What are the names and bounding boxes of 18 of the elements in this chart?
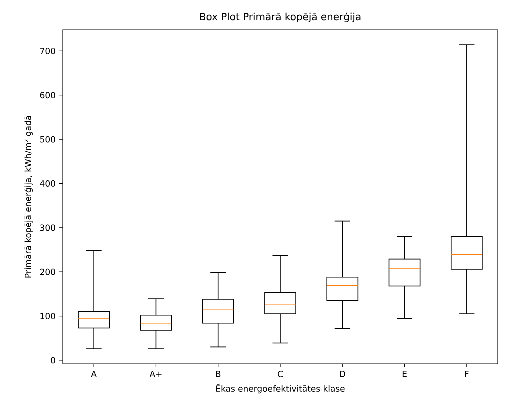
x-tick-label: C — [278, 371, 283, 378]
y-tick-label: 100 — [40, 313, 56, 320]
x-tick-label: D — [340, 371, 346, 378]
x-axis-title: Ēkas energoefektivitātes klase — [216, 384, 345, 394]
y-tick-label: 500 — [40, 136, 56, 143]
chart-title: Box Plot Primārā kopējā enerģija — [200, 12, 361, 23]
x-tick-label: A+ — [150, 371, 162, 378]
y-tick-label: 0 — [51, 357, 56, 364]
y-tick-label: 300 — [40, 224, 56, 232]
x-tick-label: A — [91, 371, 97, 378]
x-tick-label: F — [465, 371, 469, 378]
y-axis-title: Primārā kopējā enerģija, kWh/m² gadā — [24, 116, 33, 278]
x-tick-label: B — [216, 371, 221, 378]
y-tick-label: 200 — [40, 268, 56, 276]
x-tick-label: E — [402, 371, 407, 378]
y-tick-label: 700 — [40, 48, 56, 54]
y-tick-label: 600 — [40, 92, 56, 99]
y-tick-label: 400 — [40, 180, 56, 187]
